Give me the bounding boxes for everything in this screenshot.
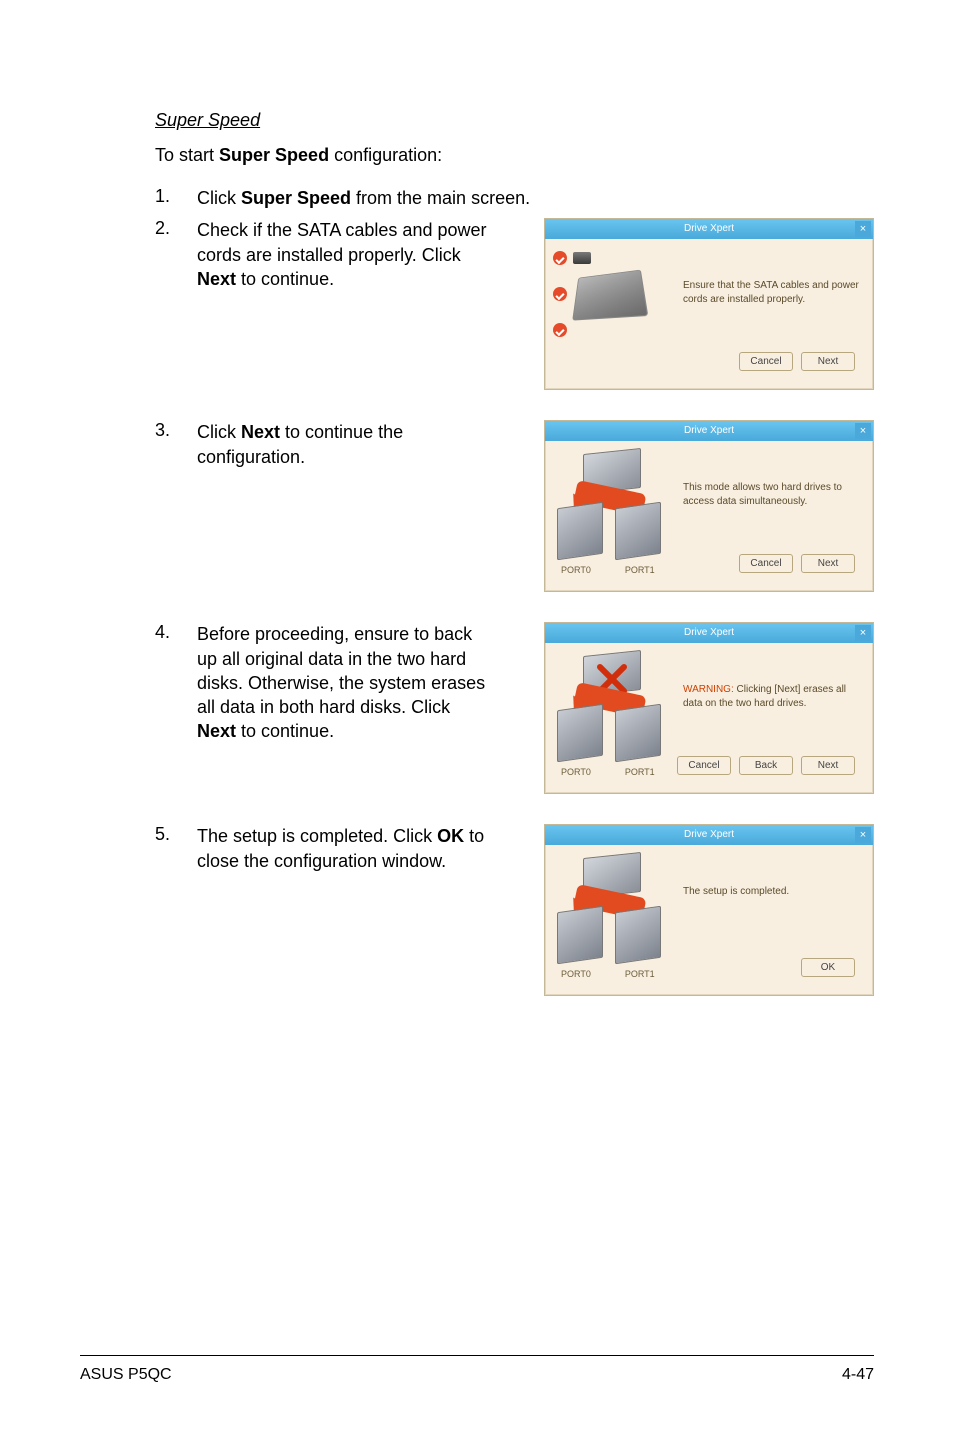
- check-icon: [553, 287, 567, 301]
- step-3-pre: Click: [197, 422, 241, 442]
- dialog-step3-msg: This mode allows two hard drives to acce…: [683, 482, 842, 507]
- warning-prefix: WARNING:: [683, 684, 734, 695]
- drive-icon: [572, 270, 648, 321]
- dialog-step2-msg: Ensure that the SATA cables and power co…: [683, 280, 859, 305]
- cancel-button[interactable]: Cancel: [739, 352, 793, 372]
- two-drives-graphic: [553, 447, 683, 567]
- port0-label: PORT0: [561, 767, 591, 777]
- step-5-pre: The setup is completed. Click: [197, 826, 437, 846]
- two-drives-graphic: [553, 649, 683, 769]
- step-4-pre: Before proceeding, ensure to back up all…: [197, 624, 485, 717]
- step-1-pre: Click: [197, 188, 241, 208]
- step-5: 5. The setup is completed. Click OK to c…: [155, 824, 495, 873]
- close-icon[interactable]: ×: [855, 827, 871, 843]
- ok-button[interactable]: OK: [801, 958, 855, 978]
- cable-check-graphic: [553, 245, 683, 337]
- next-button[interactable]: Next: [801, 756, 855, 776]
- step-5-bold: OK: [437, 826, 464, 846]
- step-1-post: from the main screen.: [351, 188, 530, 208]
- step-2-bold: Next: [197, 269, 236, 289]
- close-icon[interactable]: ×: [855, 423, 871, 439]
- cancel-button[interactable]: Cancel: [677, 756, 731, 776]
- check-icon: [553, 251, 567, 265]
- intro-bold: Super Speed: [219, 145, 329, 165]
- drive-icon: [557, 502, 603, 560]
- step-3-bold: Next: [241, 422, 280, 442]
- next-button[interactable]: Next: [801, 554, 855, 574]
- close-icon[interactable]: ×: [855, 221, 871, 237]
- step-3: 3. Click Next to continue the configurat…: [155, 420, 495, 469]
- port1-label: PORT1: [625, 767, 655, 777]
- dialog-titlebar: Drive Xpert ×: [545, 421, 873, 441]
- drive-icon: [615, 704, 661, 762]
- close-icon[interactable]: ×: [855, 625, 871, 641]
- dialog-titlebar: Drive Xpert ×: [545, 825, 873, 845]
- dialog-step2: Drive Xpert × Ensure that the SATA cable…: [544, 218, 874, 390]
- port1-label: PORT1: [625, 969, 655, 979]
- port1-label: PORT1: [625, 565, 655, 575]
- cancel-button[interactable]: Cancel: [739, 554, 793, 574]
- intro-post: configuration:: [329, 145, 442, 165]
- dialog-title-text: Drive Xpert: [684, 223, 734, 234]
- dialog-titlebar: Drive Xpert ×: [545, 623, 873, 643]
- dialog-titlebar: Drive Xpert ×: [545, 219, 873, 239]
- check-icon: [553, 323, 567, 337]
- port0-label: PORT0: [561, 969, 591, 979]
- step-4-num: 4.: [155, 622, 197, 643]
- dialog-step4: Drive Xpert × PORT0: [544, 622, 874, 794]
- step-1: 1. Click Super Speed from the main scree…: [155, 186, 874, 210]
- step-2-num: 2.: [155, 218, 197, 239]
- step-4: 4. Before proceeding, ensure to back up …: [155, 622, 495, 743]
- dialog-step5: Drive Xpert × PORT0 PORT1: [544, 824, 874, 996]
- step-4-post: to continue.: [236, 721, 334, 741]
- step-5-num: 5.: [155, 824, 197, 845]
- drive-icon: [615, 906, 661, 964]
- footer-right: 4-47: [842, 1366, 874, 1384]
- dialog-title-text: Drive Xpert: [684, 829, 734, 840]
- drive-icon: [557, 704, 603, 762]
- step-2-post: to continue.: [236, 269, 334, 289]
- step-4-bold: Next: [197, 721, 236, 741]
- drive-icon: [615, 502, 661, 560]
- step-1-num: 1.: [155, 186, 197, 207]
- page-footer: ASUS P5QC 4-47: [80, 1355, 874, 1384]
- dialog-step5-msg: The setup is completed.: [683, 886, 789, 897]
- step-1-bold: Super Speed: [241, 188, 351, 208]
- next-button[interactable]: Next: [801, 352, 855, 372]
- section-title: Super Speed: [155, 110, 874, 131]
- port0-label: PORT0: [561, 565, 591, 575]
- step-2-pre: Check if the SATA cables and power cords…: [197, 220, 487, 264]
- dialog-title-text: Drive Xpert: [684, 627, 734, 638]
- drive-icon: [557, 906, 603, 964]
- footer-left: ASUS P5QC: [80, 1366, 172, 1384]
- dialog-step3: Drive Xpert × PORT0 PORT1: [544, 420, 874, 592]
- two-drives-graphic: [553, 851, 683, 971]
- drive-icon: [573, 252, 591, 264]
- intro-pre: To start: [155, 145, 219, 165]
- back-button[interactable]: Back: [739, 756, 793, 776]
- dialog-title-text: Drive Xpert: [684, 425, 734, 436]
- step-2: 2. Check if the SATA cables and power co…: [155, 218, 495, 291]
- step-3-num: 3.: [155, 420, 197, 441]
- intro-line: To start Super Speed configuration:: [155, 145, 874, 166]
